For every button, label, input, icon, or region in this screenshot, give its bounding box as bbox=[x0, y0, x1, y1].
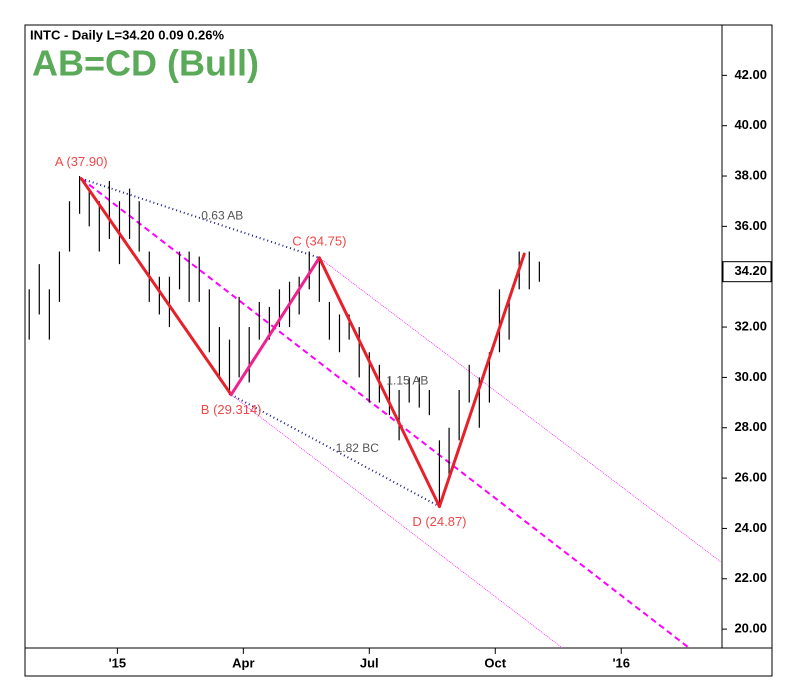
plot-content: 0.63 AB 1.82 BC 1.15 AB bbox=[28, 176, 722, 648]
y-tick-label: 26.00 bbox=[734, 470, 767, 485]
pattern-point-label: D (24.87) bbox=[412, 514, 466, 529]
x-axis-frame bbox=[24, 647, 773, 677]
pattern-point-label: C (34.75) bbox=[292, 233, 346, 248]
x-tick-label: '15 bbox=[109, 655, 127, 670]
y-tick-label: 32.00 bbox=[734, 318, 767, 333]
y-tick-label: 42.00 bbox=[734, 67, 767, 82]
y-tick-label: 28.00 bbox=[734, 419, 767, 434]
y-tick-label: 36.00 bbox=[734, 218, 767, 233]
y-tick-label: 38.00 bbox=[734, 167, 767, 182]
chart-title: AB=CD (Bull) bbox=[32, 43, 259, 84]
x-tick-label: Jul bbox=[360, 655, 379, 670]
channel-line bbox=[319, 257, 722, 563]
projection-label: 1.82 BC bbox=[336, 441, 380, 455]
channel-line bbox=[230, 394, 563, 648]
last-price-box bbox=[722, 261, 772, 283]
y-tick-label: 24.00 bbox=[734, 520, 767, 535]
y-tick-label: 22.00 bbox=[734, 570, 767, 585]
x-tick-label: Oct bbox=[484, 655, 506, 670]
pattern-segment bbox=[79, 177, 233, 397]
y-tick-label: 40.00 bbox=[734, 117, 767, 132]
projection-label: 0.63 AB bbox=[201, 208, 243, 222]
last-price-label: 34.20 bbox=[734, 263, 767, 278]
pattern-segment bbox=[229, 256, 321, 397]
x-tick-label: Apr bbox=[232, 655, 254, 670]
channel-line bbox=[80, 177, 690, 648]
pattern-segment bbox=[317, 256, 441, 509]
y-tick-label: 30.00 bbox=[734, 369, 767, 384]
x-tick-label: '16 bbox=[612, 655, 630, 670]
pattern-segment bbox=[437, 252, 526, 509]
pattern-point-label: A (37.90) bbox=[55, 154, 108, 169]
y-tick-label: 20.00 bbox=[734, 621, 767, 636]
pattern-point-label: B (29.314) bbox=[201, 402, 262, 417]
header: INTC - Daily L=34.20 0.09 0.26% bbox=[30, 27, 224, 42]
cd-ratio-label: 1.15 AB bbox=[386, 373, 428, 387]
